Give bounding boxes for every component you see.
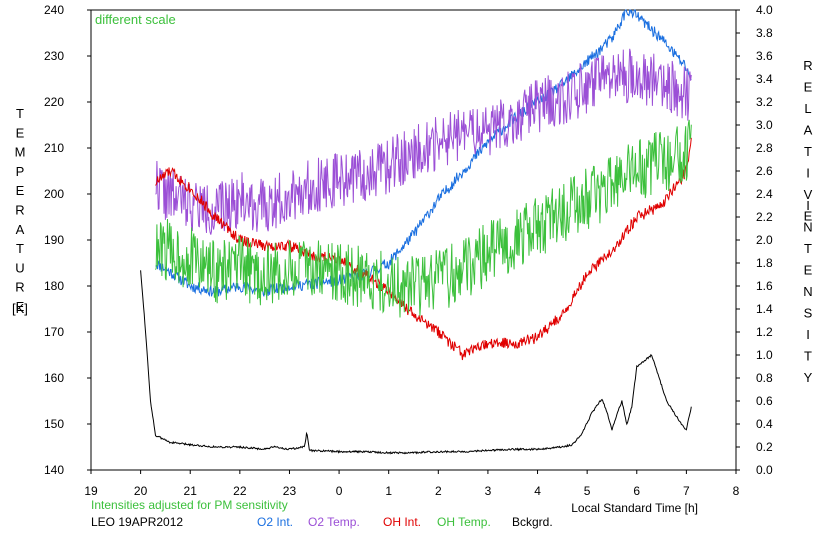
x-tick-label: 2 [435, 484, 442, 498]
right-tick-label: 3.8 [756, 26, 773, 40]
right-tick-label: 2.6 [756, 164, 773, 178]
right-tick-label: 1.6 [756, 279, 773, 293]
plot-frame [90, 9, 737, 471]
x-tick-label: 3 [485, 484, 492, 498]
axis-label-letter: N [803, 284, 812, 299]
right-tick-label: 0.4 [756, 417, 773, 431]
legend-item: O2 Int. [257, 515, 293, 529]
annotation-text: different scale [95, 12, 176, 27]
x-tick-label: 8 [733, 484, 740, 498]
axis-label-letter: N [803, 220, 812, 235]
axis-label-letter: V [804, 187, 813, 202]
axis-label-letter: E [16, 183, 25, 198]
axis-label-letter: E [804, 263, 813, 278]
station-label: LEO 19APR2012 [91, 515, 183, 529]
right-tick-label: 4.0 [756, 3, 773, 17]
left-tick-label: 220 [44, 95, 64, 109]
series-line-0 [155, 9, 692, 297]
axis-label-letter: T [804, 349, 812, 364]
x-tick-label: 4 [534, 484, 541, 498]
x-tick-label: 19 [84, 484, 98, 498]
series-line-2 [155, 137, 692, 361]
right-tick-label: 1.2 [756, 325, 773, 339]
axis-label-letter: A [804, 123, 813, 138]
right-tick-label: 0.2 [756, 440, 773, 454]
left-tick-label: 240 [44, 3, 64, 17]
right-tick-label: 1.8 [756, 256, 773, 270]
axis-label-letter: U [15, 260, 24, 275]
legend-item: OH Int. [383, 515, 421, 529]
axis-label-letter: E [16, 299, 25, 314]
left-tick-label: 160 [44, 371, 64, 385]
series-line-1 [155, 48, 692, 235]
axis-label-letter: Y [804, 370, 813, 385]
left-tick-label: 200 [44, 187, 64, 201]
left-tick-label: 230 [44, 49, 64, 63]
right-tick-label: 3.0 [756, 118, 773, 132]
left-tick-label: 150 [44, 417, 64, 431]
right-tick-label: 2.8 [756, 141, 773, 155]
axis-label-letter: E [804, 80, 813, 95]
left-tick-label: 140 [44, 463, 64, 477]
x-tick-label: 7 [683, 484, 690, 498]
axis-label-letter: L [804, 101, 811, 116]
axis-label-letter: E [16, 125, 25, 140]
axis-label-letter: T [16, 241, 24, 256]
axis-label-letter: A [16, 222, 25, 237]
x-axis: 19 20 21 22 23 0 1 2 3 4 5 6 7 8 [84, 470, 740, 498]
axis-label-letter: I [806, 166, 810, 181]
legend-item: O2 Temp. [308, 515, 360, 529]
legend-item: Bckgrd. [512, 515, 553, 529]
axis-label-letter: T [16, 106, 24, 121]
right-tick-label: 3.2 [756, 95, 773, 109]
right-tick-label: 0.6 [756, 394, 773, 408]
right-tick-label: 2.2 [756, 210, 773, 224]
right-tick-label: 2.4 [756, 187, 773, 201]
x-axis-label: Local Standard Time [h] [571, 501, 698, 515]
right-tick-label: 0.0 [756, 463, 773, 477]
x-tick-label: 1 [385, 484, 392, 498]
axis-label-letter: R [15, 280, 24, 295]
series-line-3 [155, 119, 692, 318]
right-tick-label: 0.8 [756, 371, 773, 385]
legend: O2 Int. O2 Temp. OH Int. OH Temp. Bckgrd. [257, 515, 553, 529]
x-tick-label: 21 [184, 484, 198, 498]
axis-label-letter: R [15, 203, 24, 218]
axis-label-letter: I [806, 327, 810, 342]
axis-label-letter: I [806, 198, 810, 213]
x-tick-label: 23 [283, 484, 297, 498]
left-axis: 140 150 160 170 180 190 200 210 220 230 240 [44, 3, 91, 477]
x-tick-label: 20 [134, 484, 148, 498]
x-tick-label: 0 [336, 484, 343, 498]
series-layer [140, 9, 692, 455]
left-tick-label: 180 [44, 279, 64, 293]
note-text: Intensities adjusted for PM sensitivity [91, 498, 288, 512]
axis-label-letter: T [804, 241, 812, 256]
axis-label-letter: M [15, 145, 26, 160]
series-line-4 [140, 270, 692, 455]
axis-label-letter: S [804, 306, 813, 321]
x-tick-label: 6 [633, 484, 640, 498]
x-tick-label: 22 [233, 484, 247, 498]
x-tick-label: 5 [584, 484, 591, 498]
legend-item: OH Temp. [437, 515, 491, 529]
right-tick-label: 1.0 [756, 348, 773, 362]
right-tick-label: 3.4 [756, 72, 773, 86]
left-tick-label: 210 [44, 141, 64, 155]
right-tick-label: 2.0 [756, 233, 773, 247]
y-axis-unit-left: [K] [12, 301, 28, 316]
axis-label-letter: R [803, 58, 812, 73]
right-tick-label: 1.4 [756, 302, 773, 316]
left-tick-label: 170 [44, 325, 64, 339]
axis-label-letter: P [16, 164, 25, 179]
right-axis: 0.0 0.2 0.4 0.6 0.8 1.0 1.2 1.4 1.6 1.8 2.0 2.2 2.4 2… [736, 3, 773, 477]
left-tick-label: 190 [44, 233, 64, 247]
right-tick-label: 3.6 [756, 49, 773, 63]
axis-label-letter: E [804, 209, 813, 224]
axis-label-letter: T [804, 144, 812, 159]
